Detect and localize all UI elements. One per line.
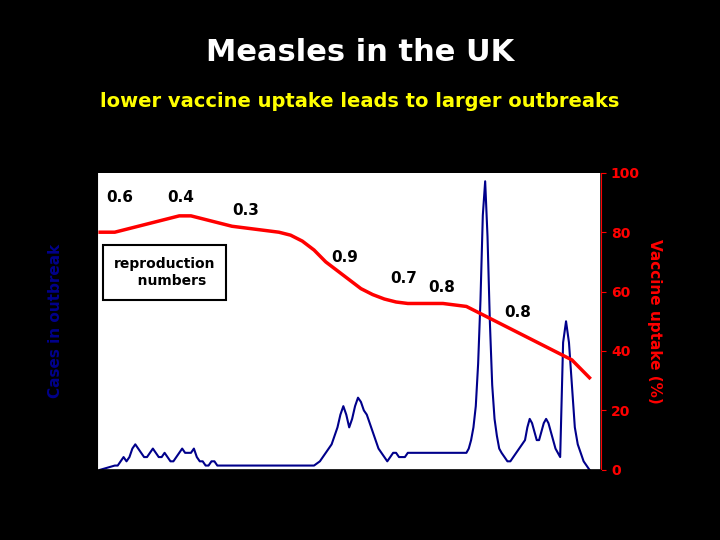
FancyBboxPatch shape	[103, 245, 226, 300]
Text: 0.4: 0.4	[168, 191, 194, 206]
Text: 0.6: 0.6	[106, 191, 133, 206]
Y-axis label: Vaccine uptake (%): Vaccine uptake (%)	[647, 239, 662, 404]
Text: 0.9: 0.9	[332, 250, 359, 265]
Text: 0.8: 0.8	[428, 280, 455, 295]
Text: lower vaccine uptake leads to larger outbreaks: lower vaccine uptake leads to larger out…	[100, 92, 620, 111]
Text: 0.3: 0.3	[232, 203, 259, 218]
Text: Measles in the UK: Measles in the UK	[206, 38, 514, 67]
Text: 0.8: 0.8	[505, 305, 531, 320]
Y-axis label: Cases in outbreak: Cases in outbreak	[48, 244, 63, 399]
Text: reproduction
   numbers: reproduction numbers	[114, 258, 215, 288]
Text: 0.7: 0.7	[390, 271, 417, 286]
